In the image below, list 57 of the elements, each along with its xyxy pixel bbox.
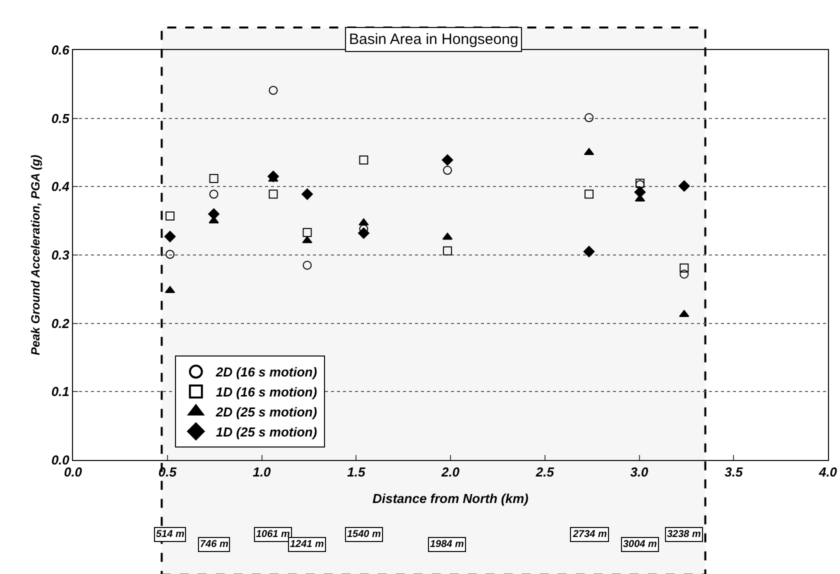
point — [442, 246, 452, 256]
x-axis-title: Distance from North (km) — [372, 491, 529, 506]
y-tick-label: 0.6 — [51, 42, 70, 58]
y-tick-label: 0.4 — [51, 179, 70, 194]
point — [166, 212, 175, 221]
point — [208, 208, 220, 220]
text: 1061 m — [256, 529, 290, 540]
point — [268, 170, 279, 182]
text: 514 m — [156, 529, 184, 540]
point — [678, 180, 690, 192]
point — [680, 270, 689, 279]
y-tick-label: 0.1 — [51, 384, 70, 400]
x-tick-label: 4.0 — [818, 464, 838, 480]
y-tick-label: 0.2 — [51, 316, 70, 331]
point — [209, 190, 218, 199]
point — [358, 218, 369, 226]
band-label: Basin Area in Hongseong — [349, 31, 518, 48]
text: 3004 m — [623, 539, 658, 550]
point — [302, 188, 313, 200]
point — [166, 250, 175, 259]
legend-label: 2D (16 s motion) — [214, 364, 318, 380]
point — [358, 227, 370, 239]
point — [634, 186, 646, 198]
point — [442, 166, 452, 175]
y-tick-label: 0.3 — [51, 248, 70, 263]
point — [583, 246, 595, 258]
point — [164, 230, 176, 242]
point — [302, 260, 312, 270]
x-tick-label: 2.5 — [534, 464, 555, 480]
text: 3238 m — [667, 529, 702, 540]
point — [302, 228, 312, 237]
point — [680, 263, 689, 272]
x-tick-label: 3.5 — [724, 464, 744, 480]
text: 1241 m — [290, 539, 324, 550]
text: 1540 m — [347, 529, 382, 540]
x-tick-label: 0.5 — [158, 464, 178, 480]
legend-label: 1D (25 s motion) — [216, 424, 318, 440]
point — [359, 156, 368, 165]
x-tick-label: 3.0 — [630, 464, 650, 480]
point — [268, 190, 278, 199]
point — [442, 154, 454, 166]
y-tick-label: 0.5 — [51, 110, 70, 126]
y-axis-title: Peak Ground Acceleration, PGA (g) — [28, 154, 43, 356]
point — [209, 174, 218, 183]
point — [302, 236, 312, 244]
text: 746 m — [200, 539, 228, 550]
x-tick-label: 1.5 — [347, 464, 366, 480]
text: 2734 m — [572, 529, 608, 540]
point — [584, 113, 594, 122]
point — [268, 86, 278, 95]
point — [584, 190, 594, 199]
text: 1984 m — [430, 539, 464, 550]
x-tick-label: 1.0 — [252, 464, 272, 480]
legend-label: 1D (16 s motion) — [216, 384, 318, 400]
legend-label: 2D (25 s motion) — [214, 404, 318, 420]
x-tick-label: 2.0 — [440, 464, 460, 480]
point — [679, 310, 690, 317]
